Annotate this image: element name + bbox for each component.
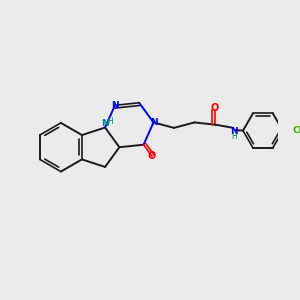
Text: N: N	[101, 119, 109, 128]
Text: H: H	[231, 133, 237, 142]
Text: H: H	[107, 117, 113, 126]
Text: N: N	[150, 118, 157, 127]
Text: O: O	[148, 151, 156, 161]
Text: N: N	[111, 101, 119, 110]
Text: N: N	[230, 128, 238, 136]
Text: Cl: Cl	[293, 126, 300, 135]
Text: O: O	[211, 103, 219, 113]
